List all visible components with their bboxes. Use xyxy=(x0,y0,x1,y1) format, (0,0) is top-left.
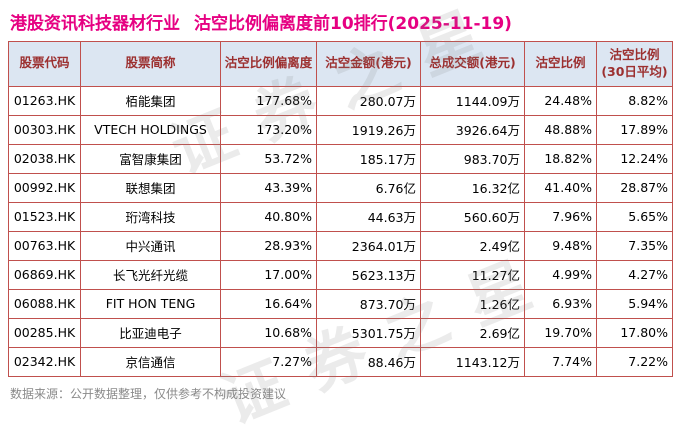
short-ratio-cell: 7.74% xyxy=(524,346,597,377)
short-selling-rank-table: 股票代码 股票简称 沽空比例偏离度 沽空金额(港元) 总成交额(港元) 沽空比例… xyxy=(8,41,673,377)
stock-code-cell: 01523.HK xyxy=(8,201,81,232)
turnover-cell: 1143.12万 xyxy=(420,346,525,377)
deviation-cell: 173.20% xyxy=(220,114,317,145)
header-row: 股票代码 股票简称 沽空比例偏离度 沽空金额(港元) 总成交额(港元) 沽空比例… xyxy=(8,41,673,87)
short-amount-cell: 5623.13万 xyxy=(316,259,421,290)
deviation-cell: 17.00% xyxy=(220,259,317,290)
deviation-cell: 43.39% xyxy=(220,172,317,203)
turnover-cell: 11.27亿 xyxy=(420,259,525,290)
short-ratio-30d-cell: 17.89% xyxy=(596,114,673,145)
title-ranking: 沽空比例偏离度前10排行(2025-11-19) xyxy=(194,14,512,34)
stock-name-cell: 栢能集团 xyxy=(80,85,221,116)
deviation-cell: 10.68% xyxy=(220,317,317,348)
short-ratio-cell: 6.93% xyxy=(524,288,597,319)
page-title: 港股资讯科技器材行业 沽空比例偏离度前10排行(2025-11-19) xyxy=(0,0,680,34)
col-header-turnover: 总成交额(港元) xyxy=(420,41,525,87)
deviation-cell: 16.64% xyxy=(220,288,317,319)
short-amount-cell: 280.07万 xyxy=(316,85,421,116)
table-row: 06869.HK 长飞光纤光缆 17.00% 5623.13万 11.27亿 4… xyxy=(8,259,673,290)
col-header-stock-name: 股票简称 xyxy=(80,41,221,87)
short-ratio-cell: 48.88% xyxy=(524,114,597,145)
col-header-deviation: 沽空比例偏离度 xyxy=(220,41,317,87)
stock-code-cell: 00285.HK xyxy=(8,317,81,348)
short-amount-cell: 6.76亿 xyxy=(316,172,421,203)
stock-code-cell: 06088.HK xyxy=(8,288,81,319)
stock-name-cell: 富智康集团 xyxy=(80,143,221,174)
col-header-short-ratio-30d: 沽空比例(30日平均) xyxy=(596,41,673,87)
stock-code-cell: 00303.HK xyxy=(8,114,81,145)
deviation-cell: 177.68% xyxy=(220,85,317,116)
short-amount-cell: 88.46万 xyxy=(316,346,421,377)
short-ratio-cell: 41.40% xyxy=(524,172,597,203)
table-row: 01523.HK 珩湾科技 40.80% 44.63万 560.60万 7.96… xyxy=(8,201,673,232)
table-row: 00763.HK 中兴通讯 28.93% 2364.01万 2.49亿 9.48… xyxy=(8,230,673,261)
short-ratio-30d-cell: 28.87% xyxy=(596,172,673,203)
turnover-cell: 560.60万 xyxy=(420,201,525,232)
turnover-cell: 16.32亿 xyxy=(420,172,525,203)
stock-name-cell: FIT HON TENG xyxy=(80,288,221,319)
short-ratio-30d-cell: 5.65% xyxy=(596,201,673,232)
table-row: 00303.HK VTECH HOLDINGS 173.20% 1919.26万… xyxy=(8,114,673,145)
short-amount-cell: 2364.01万 xyxy=(316,230,421,261)
turnover-cell: 2.49亿 xyxy=(420,230,525,261)
short-ratio-30d-cell: 5.94% xyxy=(596,288,673,319)
turnover-cell: 2.69亿 xyxy=(420,317,525,348)
short-ratio-30d-cell: 8.82% xyxy=(596,85,673,116)
stock-code-cell: 00763.HK xyxy=(8,230,81,261)
stock-name-cell: 比亚迪电子 xyxy=(80,317,221,348)
stock-code-cell: 00992.HK xyxy=(8,172,81,203)
short-amount-cell: 44.63万 xyxy=(316,201,421,232)
col-header-short-ratio: 沽空比例 xyxy=(524,41,597,87)
table-row: 00285.HK 比亚迪电子 10.68% 5301.75万 2.69亿 19.… xyxy=(8,317,673,348)
stock-name-cell: 联想集团 xyxy=(80,172,221,203)
short-amount-cell: 185.17万 xyxy=(316,143,421,174)
stock-code-cell: 01263.HK xyxy=(8,85,81,116)
table-row: 02038.HK 富智康集团 53.72% 185.17万 983.70万 18… xyxy=(8,143,673,174)
table-row: 01263.HK 栢能集团 177.68% 280.07万 1144.09万 2… xyxy=(8,85,673,116)
turnover-cell: 1144.09万 xyxy=(420,85,525,116)
short-ratio-30d-cell: 4.27% xyxy=(596,259,673,290)
stock-code-cell: 06869.HK xyxy=(8,259,81,290)
stock-name-cell: 京信通信 xyxy=(80,346,221,377)
stock-name-cell: 中兴通讯 xyxy=(80,230,221,261)
turnover-cell: 1.26亿 xyxy=(420,288,525,319)
short-ratio-30d-cell: 12.24% xyxy=(596,143,673,174)
short-ratio-cell: 7.96% xyxy=(524,201,597,232)
short-ratio-cell: 9.48% xyxy=(524,230,597,261)
short-ratio-30d-cell: 7.35% xyxy=(596,230,673,261)
col-header-short-amount: 沽空金额(港元) xyxy=(316,41,421,87)
deviation-cell: 7.27% xyxy=(220,346,317,377)
data-source-note: 数据来源：公开数据整理，仅供参考不构成投资建议 xyxy=(10,387,287,401)
title-industry: 港股资讯科技器材行业 xyxy=(10,14,180,34)
col-header-stock-code: 股票代码 xyxy=(8,41,81,87)
table-row: 00992.HK 联想集团 43.39% 6.76亿 16.32亿 41.40%… xyxy=(8,172,673,203)
short-amount-cell: 5301.75万 xyxy=(316,317,421,348)
stock-code-cell: 02038.HK xyxy=(8,143,81,174)
short-ratio-30d-cell: 17.80% xyxy=(596,317,673,348)
short-ratio-cell: 19.70% xyxy=(524,317,597,348)
deviation-cell: 28.93% xyxy=(220,230,317,261)
turnover-cell: 3926.64万 xyxy=(420,114,525,145)
stock-name-cell: 长飞光纤光缆 xyxy=(80,259,221,290)
table-row: 02342.HK 京信通信 7.27% 88.46万 1143.12万 7.74… xyxy=(8,346,673,377)
table-row: 06088.HK FIT HON TENG 16.64% 873.70万 1.2… xyxy=(8,288,673,319)
short-ratio-cell: 4.99% xyxy=(524,259,597,290)
short-amount-cell: 1919.26万 xyxy=(316,114,421,145)
table-body: 01263.HK 栢能集团 177.68% 280.07万 1144.09万 2… xyxy=(8,85,673,377)
stock-name-cell: 珩湾科技 xyxy=(80,201,221,232)
deviation-cell: 40.80% xyxy=(220,201,317,232)
stock-name-cell: VTECH HOLDINGS xyxy=(80,114,221,145)
short-ratio-cell: 18.82% xyxy=(524,143,597,174)
short-amount-cell: 873.70万 xyxy=(316,288,421,319)
short-ratio-cell: 24.48% xyxy=(524,85,597,116)
stock-code-cell: 02342.HK xyxy=(8,346,81,377)
short-ratio-30d-cell: 7.22% xyxy=(596,346,673,377)
turnover-cell: 983.70万 xyxy=(420,143,525,174)
deviation-cell: 53.72% xyxy=(220,143,317,174)
